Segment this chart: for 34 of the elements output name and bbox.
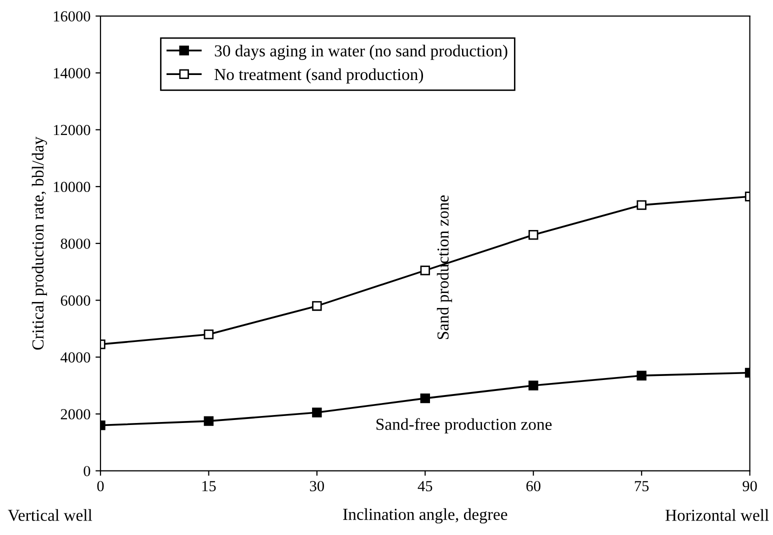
- y-tick-label: 6000: [60, 295, 90, 306]
- y-tick-label: 8000: [60, 238, 90, 249]
- point: [636, 200, 646, 210]
- annotation: Sand production zone: [436, 195, 452, 340]
- point: [636, 370, 646, 380]
- y-axis-title: Critical production rate, bbl/day: [32, 136, 48, 350]
- y-tick-label: 10000: [54, 182, 90, 192]
- x-tick-label: 15: [202, 481, 216, 492]
- point: [312, 301, 322, 311]
- x-tick-label: 75: [634, 481, 649, 492]
- y-tick-label: 12000: [54, 124, 90, 136]
- x-axis-title: Inclination angle, degree: [343, 508, 508, 524]
- point: [204, 416, 214, 426]
- point: [312, 408, 322, 418]
- point: [204, 330, 214, 340]
- y-tick-label: 16000: [54, 11, 90, 22]
- x-tick-label: 0: [97, 480, 104, 492]
- y-tick-label: 14000: [54, 68, 90, 78]
- x-tick-label: 60: [526, 480, 540, 492]
- y-tick-label: 2000: [60, 409, 90, 420]
- annotation: Sand-free production zone: [376, 418, 552, 434]
- point: [420, 266, 430, 276]
- x-tick-label: 30: [310, 480, 324, 492]
- y-tick-label: 0: [84, 466, 90, 476]
- point: [420, 393, 430, 404]
- x-tick-label: 45: [418, 481, 432, 492]
- point: [528, 380, 538, 390]
- text: Vertical well: [8, 509, 92, 522]
- legend-label: 30 days aging in water (no sand production): [214, 44, 508, 60]
- point: [528, 230, 538, 240]
- x-tick-label: 90: [742, 480, 757, 492]
- legend-label: No treatment (sand production): [214, 68, 424, 84]
- text: Horizontal well: [665, 509, 769, 521]
- y-tick-label: 4000: [60, 352, 90, 363]
